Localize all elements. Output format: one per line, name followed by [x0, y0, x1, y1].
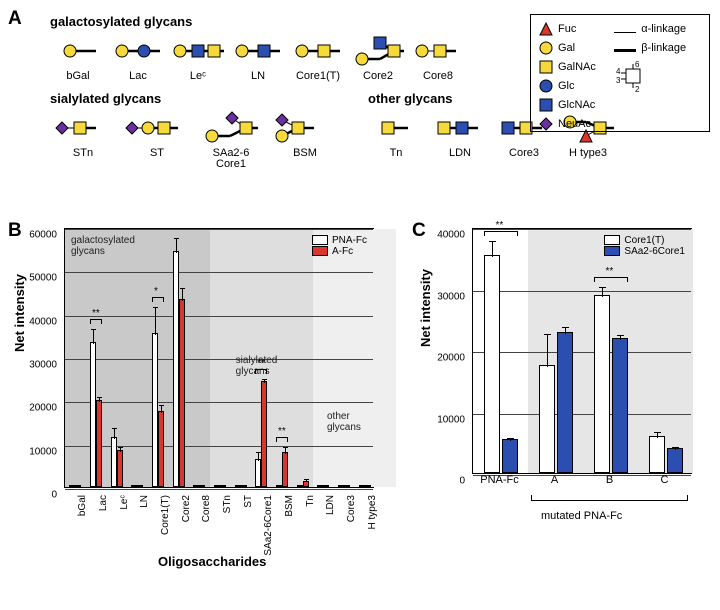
- section-sia-title: sialylated glycans: [50, 91, 338, 106]
- barC-b-3: [667, 448, 683, 473]
- bar-a-0: [75, 485, 81, 487]
- bar-a-2: [117, 450, 123, 487]
- legend-box: Fuc Gal GalNAc Glc GlcNAc NeuAc α-linkag…: [530, 14, 710, 132]
- chart-b: 0100002000030000400005000060000galactosy…: [64, 228, 374, 488]
- bar-a-5: [179, 299, 185, 488]
- barC-a-3: [649, 436, 665, 473]
- glycan-bgal: bGal: [50, 33, 106, 83]
- legend-alpha: α-linkage: [614, 21, 701, 36]
- glycan-bsm: BSM: [272, 110, 338, 171]
- legend-neuac: NeuAc: [539, 116, 614, 131]
- bar-a-12: [323, 485, 329, 487]
- barC-a-2: [594, 295, 610, 473]
- glycan-ldn: LDN: [432, 110, 488, 160]
- glycan-stn: STn: [50, 110, 116, 171]
- svg-text:2: 2: [635, 85, 640, 93]
- panel-c-label: C: [412, 220, 426, 242]
- legend-glc: Glc: [539, 78, 614, 93]
- glycan-core2: Core2: [350, 33, 406, 83]
- section-gal-title: galactosylated glycans: [50, 14, 510, 29]
- panel-a: A galactosylated glycans bGal Lac Leᶜ LN…: [8, 8, 712, 218]
- bar-a-13: [344, 485, 350, 487]
- bar-a-7: [220, 485, 226, 487]
- chart-b-ylabel: Net intensity: [12, 274, 27, 352]
- glycan-saa26core1: SAa2-6Core1: [198, 110, 264, 171]
- legend-position-square: 6 4 3 2: [614, 61, 644, 89]
- glycan-core1t: Core1(T): [290, 33, 346, 83]
- bar-a-6: [199, 485, 205, 487]
- barC-b-0: [502, 439, 518, 473]
- panel-b: B Net intensity 010000200003000040000500…: [8, 222, 408, 602]
- barC-b-1: [557, 332, 573, 473]
- glycan-diagrams: galactosylated glycans bGal Lac Leᶜ LN C…: [50, 12, 510, 171]
- panel-c: C Net intensity 010000200003000040000 Co…: [412, 222, 712, 602]
- chart-c-legend: Core1(T) SAa2-6Core1: [604, 235, 685, 257]
- legend-beta: β-linkage: [614, 40, 701, 55]
- svg-text:4: 4: [616, 67, 621, 76]
- panel-a-label: A: [8, 8, 22, 30]
- barC-a-1: [539, 365, 555, 473]
- legend-gal: Gal: [539, 40, 614, 55]
- figure: A galactosylated glycans bGal Lac Leᶜ LN…: [8, 8, 712, 602]
- glycan-st: ST: [124, 110, 190, 171]
- glycan-core8: Core8: [410, 33, 466, 83]
- legend-fuc: Fuc: [539, 21, 614, 36]
- bar-a-1: [96, 400, 102, 487]
- svg-text:6: 6: [635, 61, 640, 69]
- bar-a-3: [137, 485, 143, 487]
- panel-b-label: B: [8, 220, 22, 242]
- glycan-ln: LN: [230, 33, 286, 83]
- chart-b-xlabel: Oligosaccharides: [158, 554, 266, 569]
- bar-a-9: [261, 381, 267, 487]
- bar-a-14: [365, 485, 371, 487]
- glycan-lac: Lac: [110, 33, 166, 83]
- glycan-le: Leᶜ: [170, 33, 226, 83]
- svg-text:3: 3: [616, 76, 621, 85]
- chart-c-ylabel: Net intensity: [418, 269, 433, 347]
- bar-a-8: [241, 485, 247, 487]
- glycan-tn: Tn: [368, 110, 424, 160]
- barC-b-2: [612, 338, 628, 473]
- chart-b-legend: PNA-Fc A-Fc: [312, 235, 367, 257]
- legend-glcnac: GlcNAc: [539, 97, 614, 112]
- legend-galnac: GalNAc: [539, 59, 614, 74]
- bar-a-4: [158, 411, 164, 487]
- barC-a-0: [484, 255, 500, 473]
- bar-a-10: [282, 452, 288, 487]
- chart-c: 010000200003000040000 Core1(T) SAa2-6Cor…: [472, 228, 692, 474]
